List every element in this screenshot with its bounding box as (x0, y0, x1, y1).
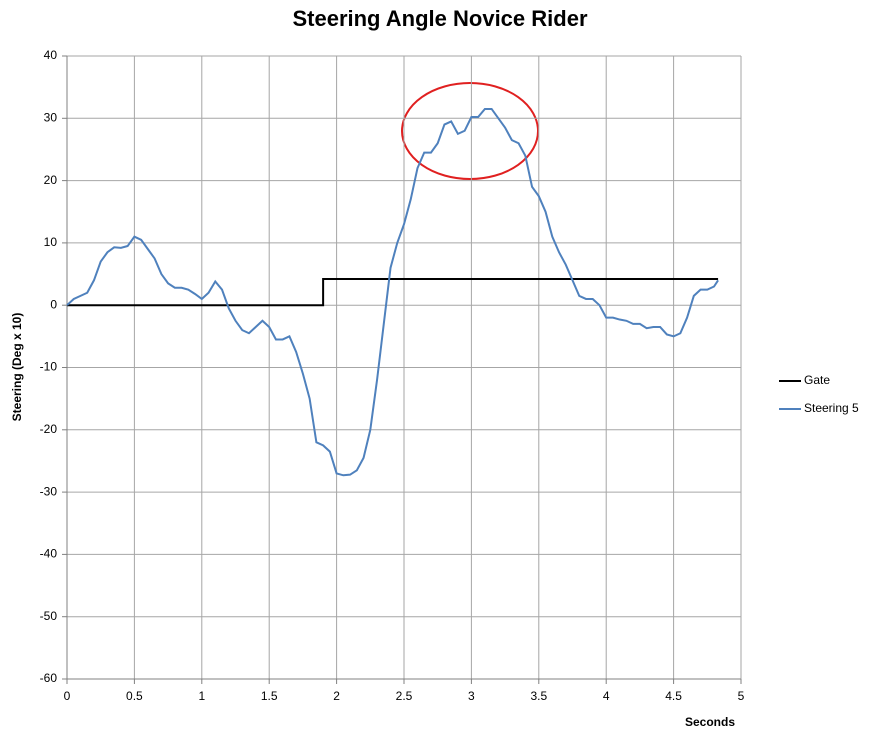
x-tick-label: 0 (64, 689, 71, 703)
x-tick-label: 1 (198, 689, 205, 703)
y-tick-label: -10 (40, 360, 58, 374)
y-tick-label: 40 (44, 48, 58, 62)
legend-label: Gate (804, 373, 830, 387)
y-axis-label: Steering (Deg x 10) (10, 313, 24, 422)
x-tick-label: 2 (333, 689, 340, 703)
y-tick-label: -40 (40, 547, 58, 561)
x-tick-label: 2.5 (396, 689, 413, 703)
x-tick-label: 1.5 (261, 689, 278, 703)
y-tick-label: 10 (44, 235, 58, 249)
legend-label: Steering 5 (804, 401, 859, 415)
y-tick-label: 30 (44, 110, 58, 124)
y-tick-label: -20 (40, 422, 58, 436)
x-tick-label: 5 (738, 689, 745, 703)
x-axis-label: Seconds (685, 715, 735, 729)
x-tick-label: 3.5 (530, 689, 547, 703)
highlight-ellipse (401, 82, 539, 180)
x-tick-label: 0.5 (126, 689, 143, 703)
x-tick-label: 4.5 (665, 689, 682, 703)
chart-title: Steering Angle Novice Rider (292, 6, 587, 31)
y-tick-label: 0 (50, 297, 57, 311)
y-tick-label: -60 (40, 671, 58, 685)
series-line (67, 278, 719, 307)
x-tick-label: 3 (468, 689, 475, 703)
x-tick-label: 4 (603, 689, 610, 703)
series-line (66, 107, 719, 477)
y-tick-label: 20 (44, 173, 58, 187)
y-tick-label: -50 (40, 609, 58, 623)
y-tick-label: -30 (40, 484, 58, 498)
